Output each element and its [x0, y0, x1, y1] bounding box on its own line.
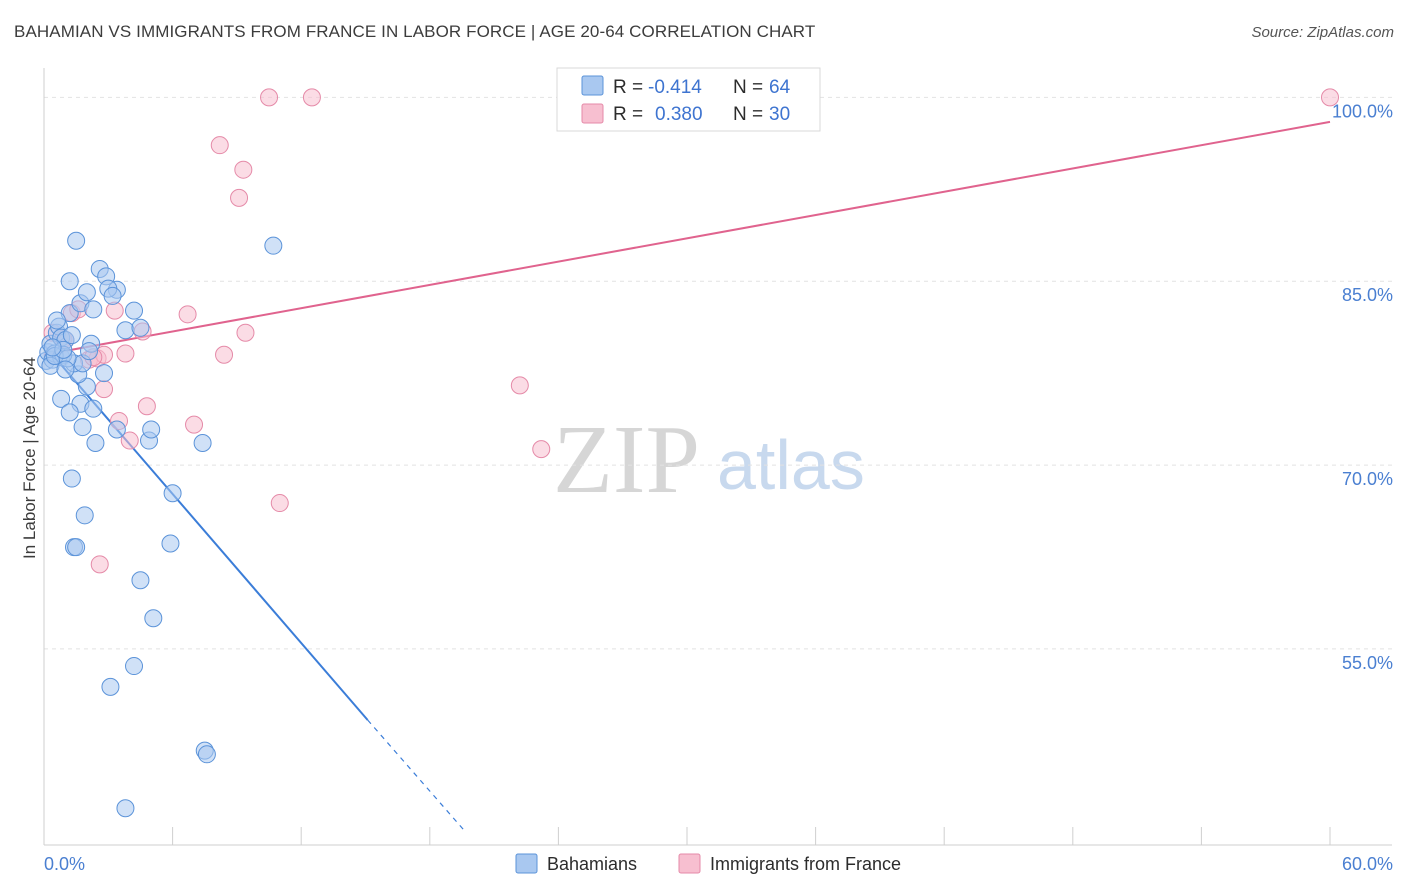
y-tick-label: 100.0%	[1332, 101, 1393, 121]
point-bahamians	[67, 538, 86, 557]
point-bahamians	[77, 377, 96, 396]
trendline-immigrants-from-france-solid	[43, 120, 1331, 356]
point-bahamians	[107, 420, 126, 439]
point-immigrants-from-france	[260, 88, 279, 107]
point-bahamians	[131, 571, 150, 590]
point-immigrants-from-france	[302, 88, 321, 107]
point-bahamians	[62, 326, 81, 345]
point-bahamians	[116, 321, 135, 340]
point-bahamians	[86, 434, 105, 453]
x-tick-label-min: 0.0%	[44, 854, 85, 874]
stats-legend-n-label-2: N =	[733, 104, 763, 125]
point-immigrants-from-france	[234, 160, 253, 179]
legend-swatch-bahamians	[515, 853, 538, 874]
point-bahamians	[80, 342, 99, 361]
source-credit: Source: ZipAtlas.com	[1251, 24, 1394, 41]
stats-legend-r-label-2: R =	[613, 104, 643, 125]
y-tick-label: 55.0%	[1342, 653, 1393, 673]
gridlines	[44, 96, 1392, 650]
point-immigrants-from-france	[510, 376, 529, 395]
point-bahamians	[43, 338, 62, 357]
point-bahamians	[77, 283, 96, 302]
point-immigrants-from-france	[137, 397, 156, 416]
point-bahamians	[84, 300, 103, 319]
point-bahamians	[116, 799, 135, 818]
watermark: ZIP atlas	[553, 406, 865, 514]
stats-legend-n-value-1: 64	[769, 77, 791, 98]
point-bahamians	[73, 418, 92, 437]
point-bahamians	[52, 389, 71, 408]
point-bahamians	[95, 364, 114, 383]
trendline-immigrants-from-france	[43, 120, 1331, 356]
stats-legend-r-value-2: 0.380	[655, 104, 703, 125]
point-immigrants-from-france	[215, 345, 234, 364]
point-immigrants-from-france	[1321, 88, 1339, 107]
point-bahamians	[84, 399, 103, 418]
stats-legend: R = -0.414 N = 64 R = 0.380 N = 30	[556, 67, 821, 132]
x-tick-label-max: 60.0%	[1342, 854, 1393, 874]
trendline-bahamians-dashed	[367, 719, 467, 834]
trendline-bahamians	[43, 344, 467, 834]
stats-legend-swatch-blue	[581, 75, 604, 96]
point-bahamians	[264, 236, 283, 255]
point-bahamians	[193, 434, 212, 453]
stats-legend-r-label-1: R =	[613, 77, 643, 98]
point-bahamians	[125, 657, 144, 676]
point-immigrants-from-france	[236, 323, 255, 342]
stats-legend-r-value-1: -0.414	[648, 77, 702, 98]
point-bahamians	[67, 231, 86, 250]
point-bahamians	[163, 484, 182, 503]
y-tick-label: 85.0%	[1342, 285, 1393, 305]
stats-legend-n-label-1: N =	[733, 77, 763, 98]
point-immigrants-from-france	[270, 494, 289, 513]
point-immigrants-from-france	[185, 415, 204, 434]
point-bahamians	[47, 311, 66, 330]
y-tick-labels: 55.0% 70.0% 85.0% 100.0%	[1332, 101, 1393, 673]
point-bahamians	[62, 469, 81, 488]
point-bahamians	[142, 420, 161, 439]
bottom-legend: Bahamians Immigrants from France	[515, 853, 901, 874]
point-bahamians	[197, 745, 216, 764]
point-bahamians	[75, 506, 94, 525]
chart-title: BAHAMIAN VS IMMIGRANTS FROM FRANCE IN LA…	[14, 22, 816, 41]
stats-legend-n-value-2: 30	[769, 104, 790, 125]
point-bahamians	[125, 301, 144, 320]
legend-label-bahamians: Bahamians	[547, 854, 637, 874]
point-bahamians	[131, 318, 150, 337]
watermark-zip: ZIP	[553, 406, 700, 514]
point-immigrants-from-france	[116, 344, 135, 363]
point-bahamians	[144, 609, 163, 628]
legend-swatch-immigrants-from-france	[678, 853, 701, 874]
point-immigrants-from-france	[90, 555, 109, 574]
point-bahamians	[103, 286, 122, 305]
point-immigrants-from-france	[178, 305, 197, 324]
point-immigrants-from-france	[532, 440, 551, 459]
point-immigrants-from-france	[105, 301, 124, 320]
y-axis-label: In Labor Force | Age 20-64	[20, 357, 39, 559]
point-bahamians	[101, 677, 120, 696]
point-bahamians	[60, 403, 79, 422]
point-immigrants-from-france	[95, 380, 114, 399]
stats-legend-swatch-pink	[581, 103, 604, 124]
point-bahamians	[60, 272, 79, 291]
legend-label-immigrants-from-france: Immigrants from France	[710, 854, 901, 874]
series-bahamians	[37, 231, 283, 818]
axes	[43, 68, 1392, 846]
point-bahamians	[161, 534, 180, 553]
point-immigrants-from-france	[210, 136, 229, 155]
point-bahamians	[56, 360, 75, 379]
point-immigrants-from-france	[120, 431, 139, 450]
point-immigrants-from-france	[230, 188, 249, 207]
y-tick-label: 70.0%	[1342, 469, 1393, 489]
